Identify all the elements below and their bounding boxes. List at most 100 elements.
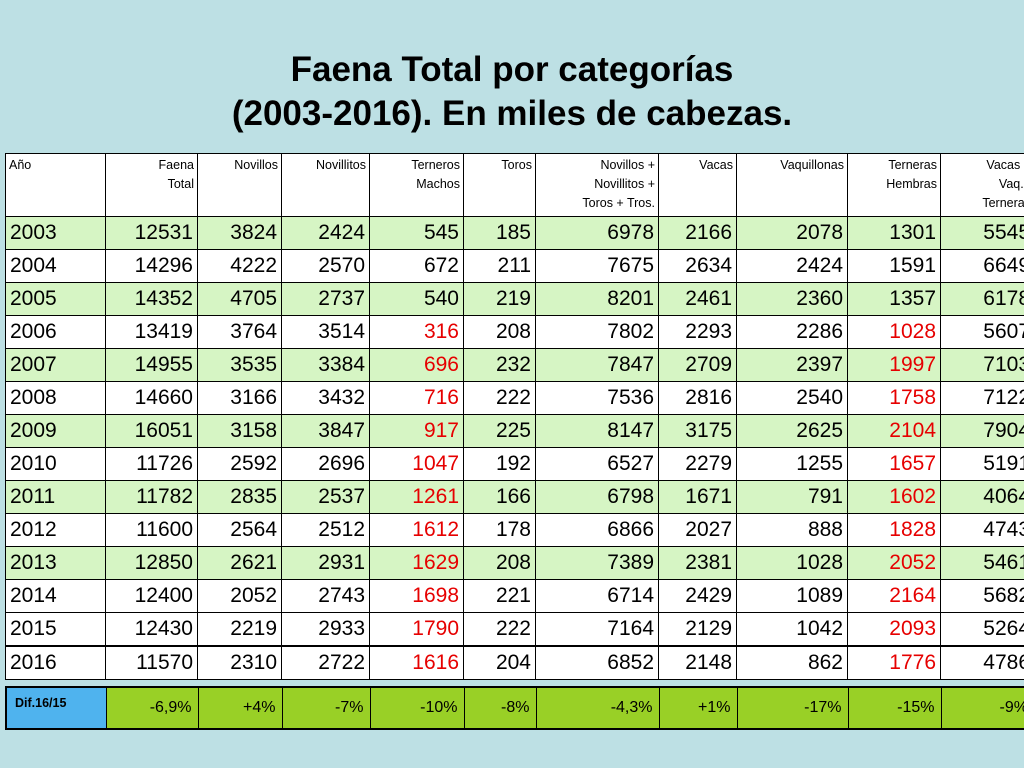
column-header-line: Total [167,177,194,191]
year-cell: 2009 [5,414,106,448]
year-cell: 2003 [5,216,106,250]
value-cell: 11570 [105,645,198,680]
value-cell: 12430 [105,612,198,647]
value-cell: 2634 [658,249,737,283]
value-cell: 2933 [281,612,370,647]
value-cell: 208 [463,546,536,580]
value-cell: 5607 [940,315,1024,349]
value-cell: 1828 [847,513,941,547]
table-row: 2013 12850 2621 2931 1629 208 7389 2381 1028 2052… [5,546,1024,580]
dif-value-cell: +1% [658,686,738,730]
value-cell: 5264 [940,612,1024,647]
year-cell: 2015 [5,612,106,647]
value-cell: 222 [463,612,536,647]
value-cell: 6866 [535,513,659,547]
value-cell: 1357 [847,282,941,316]
dif-value-cell: +4% [197,686,283,730]
value-cell: 7675 [535,249,659,283]
column-header: Vacas + Vaq.+ Terneras [940,153,1024,217]
column-header-line: Terneras [982,196,1024,210]
value-cell: 178 [463,513,536,547]
value-cell: 3824 [197,216,282,250]
value-cell: 4743 [940,513,1024,547]
value-cell: 2219 [197,612,282,647]
value-cell: 14660 [105,381,198,415]
value-cell: 6527 [535,447,659,481]
dif-value-cell: -6,9% [105,686,199,730]
column-header-line: Vaq.+ [998,177,1024,191]
column-header: Terneras Hembras [847,153,941,217]
value-cell: 1671 [658,480,737,514]
column-header: Vaquillonas [736,153,848,217]
dif-value-cell: -15% [847,686,942,730]
column-header-line: Toros [501,158,532,172]
value-cell: 4786 [940,645,1024,680]
column-header: Novillos [197,153,282,217]
value-cell: 6649 [940,249,1024,283]
value-cell: 316 [369,315,464,349]
value-cell: 1997 [847,348,941,382]
value-cell: 16051 [105,414,198,448]
column-header: Novillitos [281,153,370,217]
value-cell: 2564 [197,513,282,547]
value-cell: 222 [463,381,536,415]
value-cell: 2397 [736,348,848,382]
value-cell: 3514 [281,315,370,349]
value-cell: 12850 [105,546,198,580]
column-header-line: Hembras [886,177,937,191]
table-row: 2007 14955 3535 3384 696 232 7847 2709 2397 1997 7… [5,348,1024,382]
value-cell: 2166 [658,216,737,250]
column-header-line: Novillitos + [594,177,655,191]
value-cell: 2052 [197,579,282,613]
value-cell: 1255 [736,447,848,481]
value-cell: 2093 [847,612,941,647]
title-line-1: Faena Total por categorías [290,50,734,89]
value-cell: 2027 [658,513,737,547]
dif-row: Dif.16/15 -6,9% +4% -7% -10% -8% -4,3% +1% -17%… [5,686,1024,730]
value-cell: 12531 [105,216,198,250]
value-cell: 2424 [281,216,370,250]
value-cell: 7904 [940,414,1024,448]
value-cell: 5191 [940,447,1024,481]
value-cell: 2625 [736,414,848,448]
year-cell: 2014 [5,579,106,613]
table-row: 2008 14660 3166 3432 716 222 7536 2816 2540 1758 7… [5,381,1024,415]
table-row: 2011 11782 2835 2537 1261 166 6798 1671 791 1602 4… [5,480,1024,514]
value-cell: 1028 [736,546,848,580]
value-cell: 3158 [197,414,282,448]
value-cell: 7389 [535,546,659,580]
year-cell: 2016 [5,645,106,680]
value-cell: 3847 [281,414,370,448]
value-cell: 4222 [197,249,282,283]
slide-title: Faena Total por categorías (2003-2016). … [0,48,1024,136]
column-header: Año [5,153,106,217]
table-row: 2012 11600 2564 2512 1612 178 6866 2027 888 1828 4… [5,513,1024,547]
value-cell: 2621 [197,546,282,580]
value-cell: 2696 [281,447,370,481]
table-row: 2005 14352 4705 2737 540 219 8201 2461 2360 1357 6… [5,282,1024,316]
value-cell: 791 [736,480,848,514]
value-cell: 1698 [369,579,464,613]
value-cell: 12400 [105,579,198,613]
value-cell: 2570 [281,249,370,283]
value-cell: 2129 [658,612,737,647]
dif-label: Dif.16/15 [5,686,107,730]
value-cell: 2360 [736,282,848,316]
column-header: Faena Total [105,153,198,217]
column-header-line: Vacas + [986,158,1024,172]
value-cell: 1028 [847,315,941,349]
dif-value-cell: -4,3% [535,686,660,730]
column-header: Terneros Machos [369,153,464,217]
value-cell: 2286 [736,315,848,349]
column-header-line: Novillitos [315,158,366,172]
value-cell: 1261 [369,480,464,514]
value-cell: 540 [369,282,464,316]
value-cell: 232 [463,348,536,382]
value-cell: 2279 [658,447,737,481]
year-cell: 2008 [5,381,106,415]
value-cell: 219 [463,282,536,316]
value-cell: 1042 [736,612,848,647]
value-cell: 13419 [105,315,198,349]
dif-value-cell: -9% [940,686,1024,730]
value-cell: 917 [369,414,464,448]
